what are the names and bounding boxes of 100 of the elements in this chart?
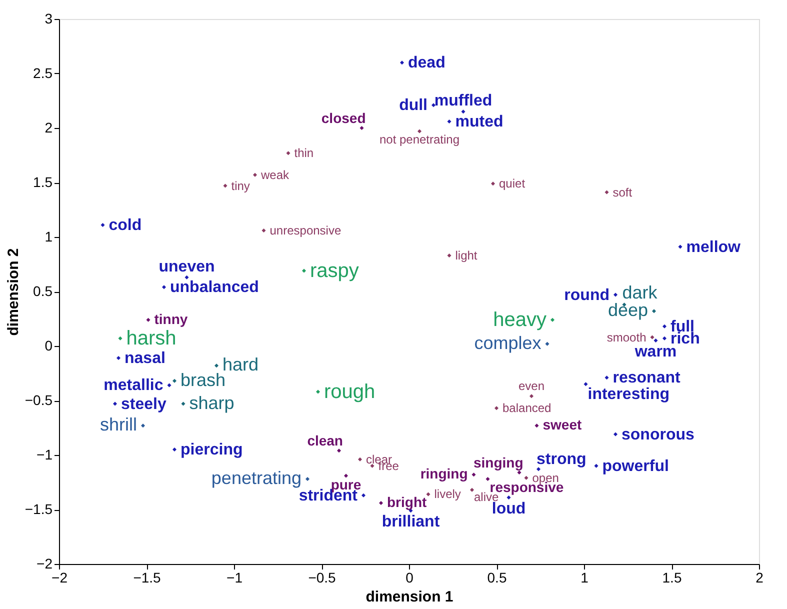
data-label: soft [612,185,633,200]
point [472,472,476,477]
data-label: nasal [124,350,166,367]
data-label: steely [121,396,166,413]
point [172,448,176,452]
point [652,309,656,314]
point [214,364,218,368]
data-label: round [564,286,610,304]
point [678,244,682,249]
data-label: clean [307,432,343,449]
data-label: harsh [126,327,176,350]
point [494,406,498,410]
point [614,432,618,436]
data-label: unbalanced [170,279,259,296]
data-label: metallic [104,377,164,394]
point [100,223,105,228]
y-tick-label: −1 [36,446,53,462]
point [534,424,539,428]
data-label: complex [474,332,542,353]
point [113,402,117,406]
y-axis-title: dimension 2 [4,248,22,336]
point [162,285,166,290]
point [184,275,189,280]
point [362,493,366,498]
data-label: tinny [154,310,188,327]
data-label: closed [321,110,366,126]
data-label: unresponsive [270,223,342,238]
y-tick-label: 2 [44,120,53,136]
point [486,476,490,481]
x-tick-label: 1 [580,570,589,586]
point [594,464,598,468]
data-label: loud [492,500,526,518]
x-tick-label: −1 [226,570,243,586]
point [302,268,306,273]
point [118,336,122,340]
point [167,383,172,388]
y-tick-label: −0.5 [24,392,53,408]
point [604,376,609,380]
point [662,336,666,340]
point [344,474,348,478]
point [146,318,150,322]
point [358,457,362,462]
y-tick-label: −2 [36,556,53,572]
data-label: sweet [542,416,582,433]
point [654,338,658,343]
data-label: not penetrating [379,132,460,146]
data-label: bright [387,494,427,510]
point [524,476,528,480]
point [223,184,228,188]
y-tick-label: 3 [44,10,53,26]
data-label: shrill [100,414,137,435]
data-label: strong [536,451,586,468]
data-label: rough [324,380,376,403]
data-label: light [455,248,478,263]
point [536,467,540,472]
y-tick-label: −1.5 [24,501,53,517]
point [181,402,186,406]
data-label: mellow [686,238,742,256]
point [116,356,120,360]
x-tick-label: −1.5 [133,570,162,586]
data-label: heavy [493,308,546,331]
point [306,476,310,481]
y-tick-label: 1 [44,228,53,244]
data-label: dark [622,282,658,303]
x-tick-label: 0 [406,570,414,586]
x-axis-title: dimension 1 [366,588,454,606]
point [426,492,430,496]
point [262,228,266,232]
point [447,119,452,124]
point [253,172,257,177]
x-tick-label: −0.5 [308,570,336,586]
data-label: sonorous [622,426,694,444]
point [491,182,495,186]
data-label: dead [408,54,446,72]
data-label: uneven [158,258,215,276]
point [470,488,474,492]
point [461,110,466,114]
point [286,151,290,156]
data-label: balanced [502,401,552,416]
y-tick-label: 0.5 [33,283,53,299]
data-label: sharp [189,392,234,413]
data-label: tiny [231,178,250,193]
data-label: piercing [180,442,243,459]
point [172,378,176,383]
point [614,292,618,297]
y-tick-label: 2.5 [33,65,53,81]
point [447,254,452,258]
point [550,318,554,322]
data-label: thin [294,146,314,160]
data-label: warm [634,344,677,361]
point [584,382,588,386]
data-label: lively [434,487,461,502]
y-tick-label: 1.5 [33,174,53,190]
data-label: powerful [602,458,669,475]
data-label: dull [399,97,428,114]
data-label: resonant [612,370,681,387]
point [418,129,422,134]
data-label: muffled [434,92,492,110]
data-label: ringing [420,466,468,482]
data-label: even [518,379,545,394]
